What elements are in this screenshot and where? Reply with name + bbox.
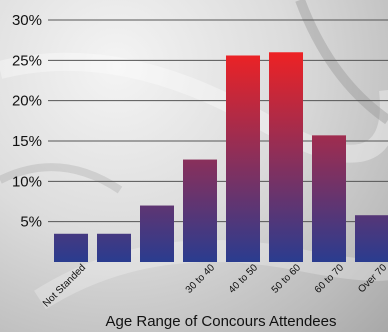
y-axis-tick-labels: 5% 10% 15% 20% 25% 30% (12, 12, 42, 231)
bar (54, 233, 88, 262)
x-tick-label: 60 to 70 (313, 262, 347, 296)
y-tick-label: 5% (20, 214, 42, 231)
bar (269, 52, 303, 263)
x-tick-label: 40 to 50 (227, 262, 261, 296)
x-tick-label: 30 to 40 (184, 262, 218, 296)
bar (226, 55, 260, 262)
bar (355, 215, 388, 262)
y-tick-label: 30% (12, 12, 42, 29)
bars (54, 52, 388, 263)
y-tick-label: 25% (12, 52, 42, 69)
y-tick-label: 20% (12, 93, 42, 110)
bar (312, 135, 346, 262)
x-tick-label: Not Standed (41, 262, 88, 309)
x-tick-label: 50 to 60 (270, 262, 304, 296)
x-axis-tick-labels: Not Standed 30 to 40 40 to 50 50 to 60 60 to… (41, 262, 388, 309)
x-tick-label: Over 70 (356, 262, 388, 295)
bar (140, 205, 174, 262)
bar (97, 233, 131, 262)
y-tick-label: 15% (12, 133, 42, 150)
bar (183, 159, 217, 262)
x-axis-title: Age Range of Concours Attendees (106, 313, 337, 330)
y-tick-label: 10% (12, 173, 42, 190)
